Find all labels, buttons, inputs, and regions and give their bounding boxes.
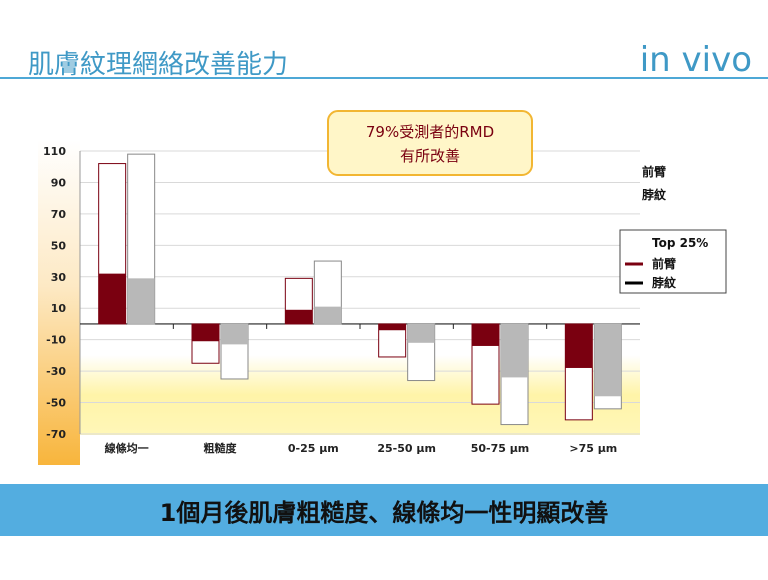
data-bar: [501, 323, 528, 378]
legend-item: 脖紋: [652, 275, 677, 290]
in-vivo-label: in vivo: [639, 40, 752, 80]
y-tick-label: 90: [51, 176, 67, 189]
callout-line-1: 79%受測者的RMD: [366, 123, 494, 141]
y-tick-label: 30: [51, 271, 67, 284]
x-tick-label: 50-75 µm: [471, 442, 530, 455]
y-tick-label: -50: [46, 397, 66, 410]
title-underline: [0, 77, 768, 79]
summary-banner: 1個月後肌膚粗糙度、線條均一性明顯改善: [0, 484, 768, 536]
x-tick-label: 0-25 µm: [288, 442, 339, 455]
data-bar: [314, 306, 342, 324]
y-tick-label: 50: [51, 239, 67, 252]
y-tick-label: -10: [46, 334, 66, 347]
x-tick-label: 25-50 µm: [377, 442, 436, 455]
legend-top-label: 前臂: [642, 164, 666, 179]
data-bar: [127, 278, 155, 324]
x-tick-label: >75 µm: [569, 442, 617, 455]
legend-title: Top 25%: [652, 236, 708, 250]
callout-box: [327, 110, 533, 176]
data-bar: [472, 323, 499, 346]
data-bar: [192, 323, 219, 342]
legend-top-label: 脖紋: [642, 187, 667, 202]
data-bar: [594, 323, 622, 397]
data-bar: [407, 323, 435, 343]
data-bar: [378, 323, 406, 331]
legend-item: 前臂: [652, 256, 676, 271]
highlight-band: [80, 355, 640, 435]
slide-title: 肌膚紋理網絡改善能力: [28, 50, 289, 80]
data-bar: [565, 323, 593, 368]
y-tick-label: 10: [51, 302, 67, 315]
y-tick-label: 70: [51, 208, 67, 221]
y-tick-label: -70: [46, 428, 66, 441]
y-tick-label: -30: [46, 365, 66, 378]
axis-gradient-panel: [38, 140, 80, 465]
x-tick-label: 粗糙度: [204, 441, 238, 455]
banner-text: 1個月後肌膚粗糙度、線條均一性明顯改善: [159, 498, 609, 527]
callout-line-2: 有所改善: [400, 147, 460, 165]
x-tick-label: 線條均一: [105, 441, 149, 455]
data-bar: [221, 323, 248, 345]
data-bar: [285, 309, 313, 324]
y-tick-label: 110: [43, 145, 66, 158]
data-bar: [98, 273, 126, 324]
